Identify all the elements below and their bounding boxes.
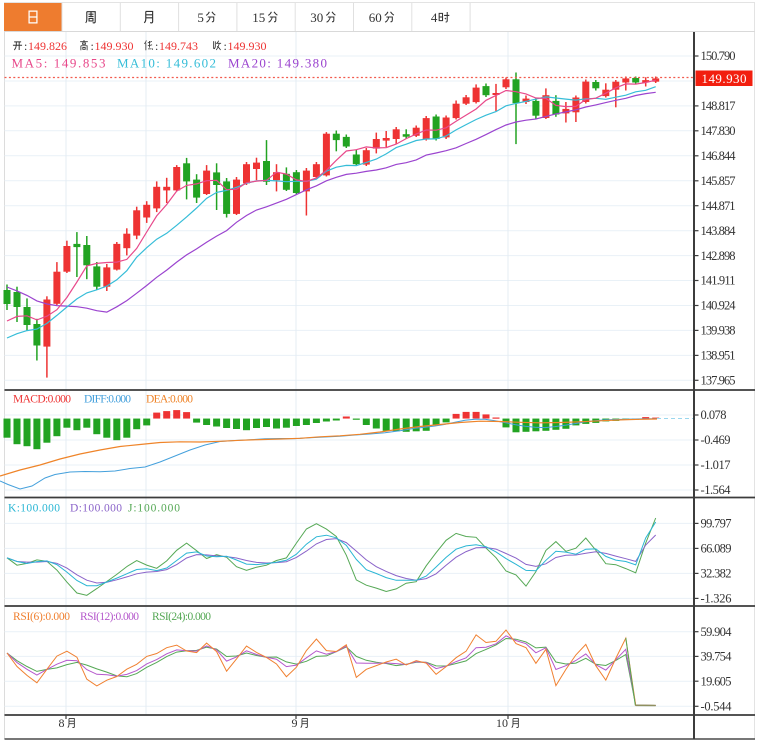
- svg-text:30: 30: [310, 10, 323, 25]
- svg-text:149.930: 149.930: [702, 71, 747, 86]
- svg-text:143.884: 143.884: [701, 224, 737, 238]
- svg-text:DEA:0.000: DEA:0.000: [146, 394, 193, 406]
- svg-text:146.844: 146.844: [701, 149, 737, 163]
- svg-text:RSI(6):0.000: RSI(6):0.000: [13, 611, 70, 623]
- svg-text:150.790: 150.790: [701, 49, 736, 63]
- svg-text:60: 60: [369, 10, 382, 25]
- svg-text:144.871: 144.871: [701, 199, 736, 213]
- svg-text::: :: [224, 39, 227, 53]
- svg-text:145.857: 145.857: [701, 174, 736, 188]
- svg-text:149.930: 149.930: [95, 39, 134, 53]
- svg-text:99.797: 99.797: [701, 517, 732, 531]
- svg-text:59.904: 59.904: [701, 625, 733, 639]
- svg-text:RSI(24):0.000: RSI(24):0.000: [152, 611, 211, 623]
- svg-text:149.743: 149.743: [159, 39, 198, 53]
- svg-text:-1.017: -1.017: [701, 458, 731, 472]
- svg-text:147.830: 147.830: [701, 124, 736, 138]
- svg-text:137.965: 137.965: [701, 374, 736, 388]
- svg-text::: :: [24, 39, 27, 53]
- svg-text:J:100.000: J:100.000: [128, 503, 180, 515]
- svg-text:0.078: 0.078: [701, 408, 727, 422]
- svg-text:138.951: 138.951: [701, 349, 736, 363]
- svg-text:32.382: 32.382: [701, 567, 732, 581]
- svg-text:-0.469: -0.469: [701, 433, 731, 447]
- svg-text:139.938: 139.938: [701, 324, 736, 338]
- svg-text:149.930: 149.930: [228, 39, 267, 53]
- svg-text:DIFF:0.000: DIFF:0.000: [84, 394, 131, 406]
- svg-text:66.089: 66.089: [701, 542, 732, 556]
- svg-text:K:100.000: K:100.000: [8, 503, 60, 515]
- svg-text:140.924: 140.924: [701, 299, 737, 313]
- svg-text:39.754: 39.754: [701, 650, 733, 664]
- svg-text:RSI(12):0.000: RSI(12):0.000: [80, 611, 139, 623]
- svg-text:D:100.000: D:100.000: [70, 503, 122, 515]
- svg-text::: :: [155, 39, 158, 53]
- svg-text:MA10: 149.602: MA10: 149.602: [117, 56, 216, 71]
- svg-text:10: 10: [496, 716, 508, 730]
- svg-text:19.605: 19.605: [701, 674, 732, 688]
- svg-text:MACD:0.000: MACD:0.000: [13, 394, 71, 406]
- svg-text:-1.326: -1.326: [701, 592, 732, 606]
- svg-text:MA20: 149.380: MA20: 149.380: [228, 56, 327, 71]
- svg-text:5: 5: [197, 10, 204, 25]
- svg-text:149.826: 149.826: [28, 39, 67, 53]
- svg-text:148.817: 148.817: [701, 99, 736, 113]
- svg-text:8: 8: [59, 716, 65, 730]
- svg-text::: :: [91, 39, 94, 53]
- svg-text:-1.564: -1.564: [701, 483, 732, 497]
- svg-text:142.898: 142.898: [701, 249, 736, 263]
- svg-text:9: 9: [292, 716, 298, 730]
- svg-text:15: 15: [252, 10, 265, 25]
- svg-text:4: 4: [431, 10, 438, 25]
- svg-text:-0.544: -0.544: [701, 700, 733, 714]
- svg-text:141.911: 141.911: [701, 274, 736, 288]
- svg-text:MA5: 149.853: MA5: 149.853: [12, 56, 106, 71]
